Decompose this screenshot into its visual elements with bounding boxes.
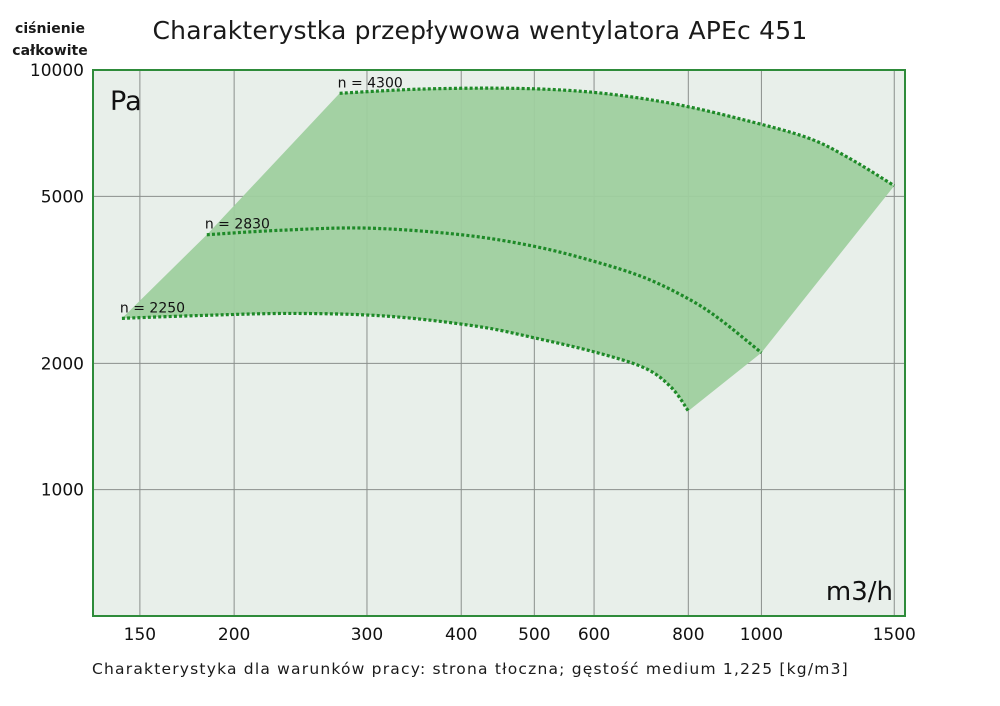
curve-label-1: n = 2830 — [205, 217, 270, 233]
operating-area — [121, 88, 895, 411]
x-tick-label: 300 — [351, 625, 383, 645]
tick-labels: 150 200 300 400 500 600 800 1000 1500 1000 2000 500… — [30, 61, 916, 645]
x-tick-label: 1000 — [740, 625, 783, 645]
x-unit-label: m3/h — [826, 577, 893, 607]
fan-curve-2 — [121, 311, 690, 412]
curve-labels: n = 4300 n = 2830 n = 2250 — [120, 75, 403, 316]
y-axis-label: ciśnienie całkowite — [10, 18, 90, 62]
y-tick-label: 1000 — [41, 481, 84, 501]
fan-curve-0 — [339, 86, 896, 188]
curve-label-2: n = 2250 — [120, 300, 185, 316]
chart-footnote: Charakterystyka dla warunków pracy: stro… — [92, 660, 849, 678]
y-tick-label: 2000 — [41, 354, 84, 374]
x-tick-label: 800 — [672, 625, 704, 645]
x-tick-label: 1500 — [873, 625, 916, 645]
x-tick-label: 150 — [124, 625, 156, 645]
x-tick-label: 600 — [578, 625, 610, 645]
plot-frame — [92, 69, 906, 617]
curve-label-0: n = 4300 — [338, 75, 403, 91]
x-tick-label: 200 — [218, 625, 250, 645]
y-unit-label: Pa — [110, 86, 142, 117]
fan-curves — [121, 86, 896, 412]
x-tick-label: 500 — [518, 625, 550, 645]
chart-title: Charakterystka przepływowa wentylatora A… — [152, 16, 808, 45]
operating-area-fill — [121, 88, 895, 411]
x-tick-label: 400 — [445, 625, 477, 645]
fan-curve-1 — [206, 226, 763, 354]
y-axis-label-line-1: ciśnienie — [15, 21, 85, 37]
y-axis-label-line-2: całkowite — [12, 43, 88, 59]
y-tick-label: 5000 — [41, 187, 84, 207]
y-tick-label: 10000 — [30, 61, 84, 81]
